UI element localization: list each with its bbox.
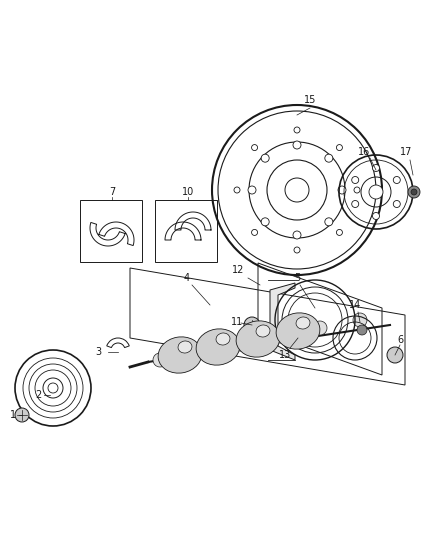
Circle shape	[193, 345, 207, 359]
Text: 2: 2	[35, 390, 41, 400]
Circle shape	[294, 127, 300, 133]
Text: 5: 5	[294, 273, 300, 283]
Circle shape	[234, 187, 240, 193]
Circle shape	[393, 200, 400, 207]
Text: 16: 16	[358, 147, 370, 157]
Text: 3: 3	[95, 347, 101, 357]
Circle shape	[153, 353, 167, 367]
Circle shape	[244, 317, 260, 333]
Circle shape	[411, 189, 417, 195]
Circle shape	[357, 325, 367, 335]
Text: 17: 17	[400, 147, 412, 157]
Ellipse shape	[196, 329, 240, 365]
Circle shape	[369, 185, 383, 199]
Circle shape	[336, 144, 343, 151]
Text: 1: 1	[10, 410, 16, 420]
Bar	[80, 200, 142, 262]
Ellipse shape	[296, 317, 310, 329]
Text: 14: 14	[349, 300, 361, 310]
Polygon shape	[99, 222, 134, 246]
Circle shape	[273, 329, 287, 343]
Ellipse shape	[236, 321, 280, 357]
Circle shape	[408, 186, 420, 198]
Circle shape	[285, 178, 309, 202]
Circle shape	[325, 154, 333, 162]
Circle shape	[48, 383, 58, 393]
Circle shape	[293, 231, 301, 239]
Circle shape	[387, 347, 403, 363]
Text: 10: 10	[182, 187, 194, 197]
Text: 13: 13	[279, 350, 291, 360]
Circle shape	[248, 186, 256, 194]
Circle shape	[338, 186, 346, 194]
Ellipse shape	[178, 341, 192, 353]
Text: 12: 12	[232, 265, 244, 275]
Circle shape	[372, 165, 379, 172]
Text: 7: 7	[109, 187, 115, 197]
Circle shape	[336, 229, 343, 236]
Circle shape	[293, 141, 301, 149]
Ellipse shape	[276, 313, 320, 349]
Circle shape	[372, 213, 379, 220]
Circle shape	[325, 218, 333, 226]
Circle shape	[352, 200, 359, 207]
Circle shape	[353, 313, 367, 327]
Circle shape	[294, 247, 300, 253]
Polygon shape	[165, 222, 201, 240]
Ellipse shape	[256, 325, 270, 337]
Text: 6: 6	[397, 335, 403, 345]
Polygon shape	[175, 212, 211, 230]
Circle shape	[261, 154, 269, 162]
Circle shape	[233, 337, 247, 351]
Ellipse shape	[216, 333, 230, 345]
Text: 11: 11	[231, 317, 243, 327]
Text: 4: 4	[184, 273, 190, 283]
Circle shape	[251, 144, 258, 151]
Circle shape	[354, 187, 360, 193]
Circle shape	[313, 321, 327, 335]
Circle shape	[261, 218, 269, 226]
Circle shape	[251, 229, 258, 236]
Circle shape	[393, 176, 400, 183]
Text: 15: 15	[304, 95, 316, 105]
Polygon shape	[270, 283, 295, 360]
Circle shape	[15, 408, 29, 422]
Bar	[155, 200, 217, 262]
Circle shape	[352, 176, 359, 183]
Polygon shape	[90, 222, 125, 246]
Ellipse shape	[158, 337, 202, 373]
